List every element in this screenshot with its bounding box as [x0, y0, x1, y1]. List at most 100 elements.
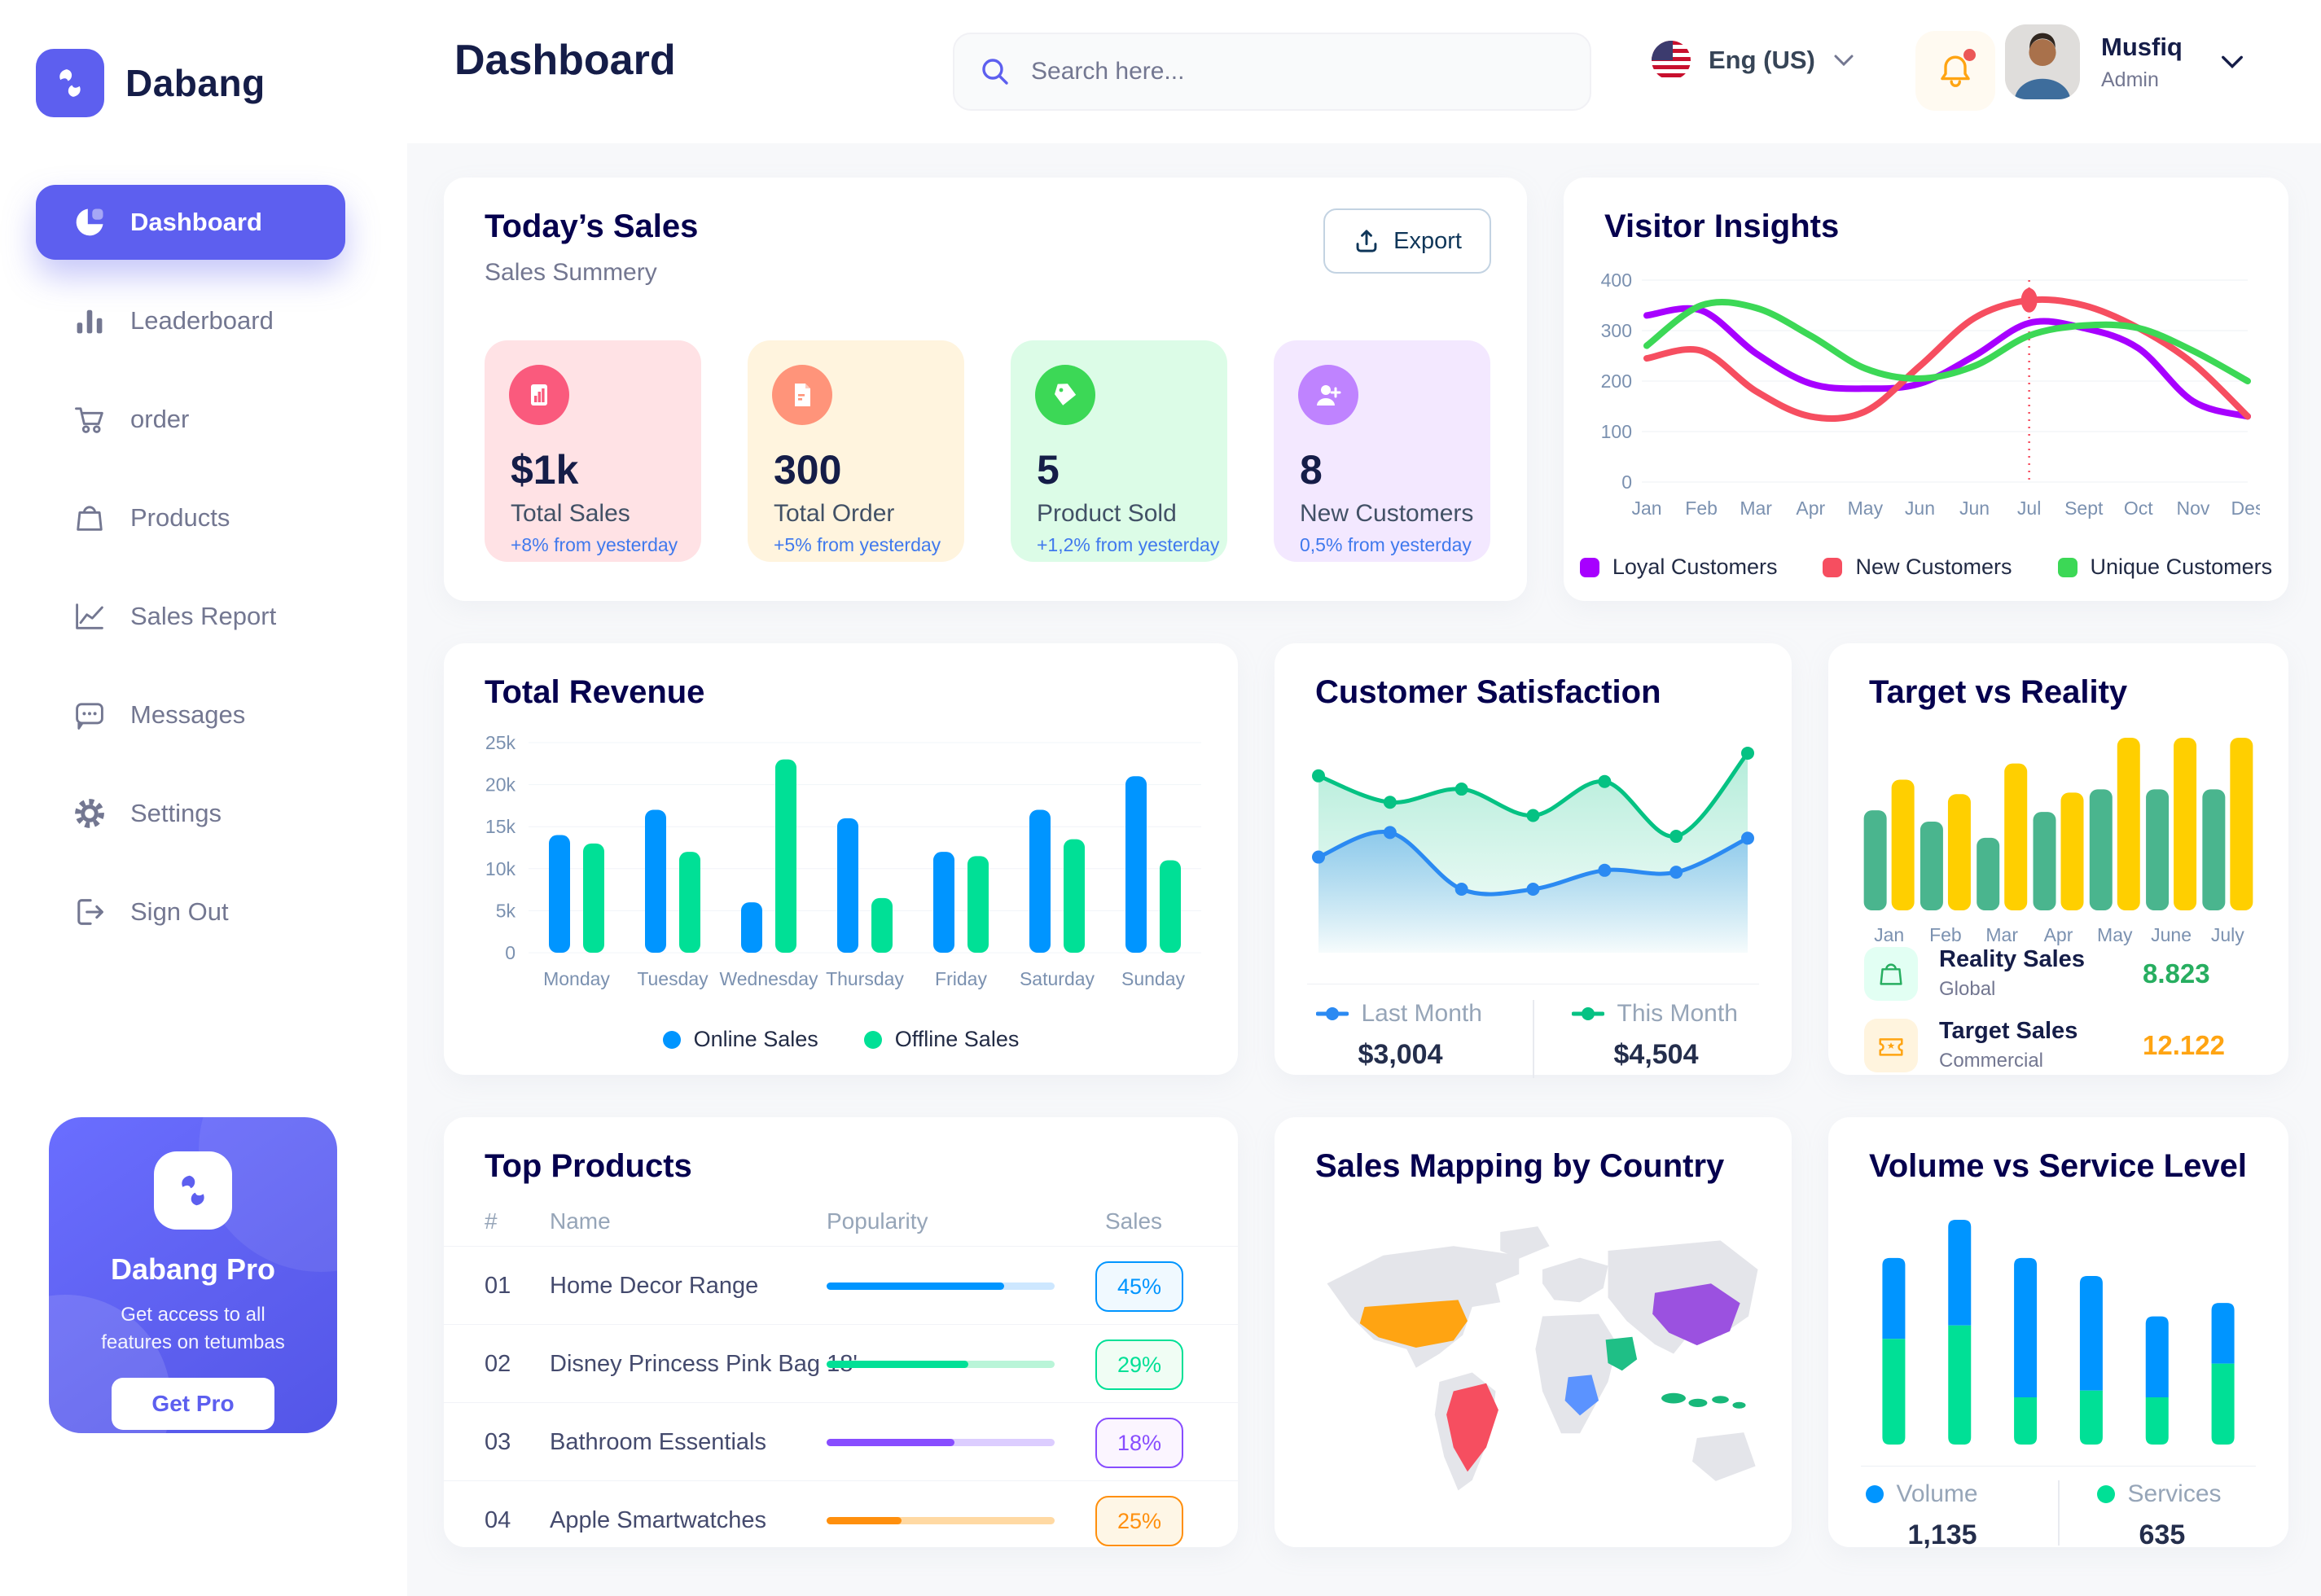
product-name: Bathroom Essentials: [550, 1429, 766, 1455]
search-icon: [982, 59, 1008, 85]
svg-text:400: 400: [1601, 270, 1632, 291]
total-revenue-legend: Online Sales Offline Sales: [444, 1027, 1238, 1052]
volume-vs-service-legend: Volume 1,135 Services 635: [1828, 1480, 2288, 1551]
sales-badge: 29%: [1095, 1340, 1183, 1390]
sales-badge: 18%: [1095, 1418, 1183, 1468]
sidebar-item-products[interactable]: Products: [36, 480, 345, 555]
export-label: Export: [1393, 227, 1462, 254]
metric-value: 5: [1037, 447, 1060, 493]
svg-text:Des: Des: [2231, 498, 2260, 519]
sidebar: Dabang Dashboard Leaderboard order Products…: [0, 0, 407, 1596]
legend-swatch: [1579, 557, 1599, 577]
sidebar-item-dashboard[interactable]: Dashboard: [36, 185, 345, 260]
sidebar-item-label: Messages: [130, 700, 246, 729]
metric-card-total-order: 300 Total Order +5% from yesterday: [748, 340, 964, 562]
export-icon: [1356, 230, 1377, 252]
popularity-fill: [827, 1439, 954, 1446]
svg-text:5k: 5k: [496, 900, 516, 921]
svg-text:Jan: Jan: [1874, 924, 1904, 945]
metric-card-new-customers: 8 New Customers 0,5% from yesterday: [1274, 340, 1490, 562]
legend-value: $4,504: [1613, 1039, 1699, 1070]
legend-item: Volume 1,135: [1865, 1480, 2020, 1551]
target-vs-reality-title: Target vs Reality: [1869, 674, 2128, 710]
sidebar-item-sign-out[interactable]: Sign Out: [36, 875, 345, 949]
metric-value: 8: [1300, 447, 1323, 493]
todays-sales-title: Today’s Sales: [485, 208, 699, 244]
svg-text:300: 300: [1601, 320, 1632, 341]
popularity-bar: [827, 1282, 1055, 1290]
user-role: Admin: [2101, 68, 2159, 91]
svg-text:June: June: [2151, 924, 2192, 945]
legend-item: Loyal Customers: [1579, 555, 1777, 580]
total-revenue-chart: 0 5k 10k 15k 20k 25k Monday Tuesday Wednesday Thu…: [485, 732, 1201, 989]
sidebar-nav: Dashboard Leaderboard order Products Sales R…: [36, 185, 345, 973]
legend-sublabel: Commercial: [1939, 1050, 2044, 1072]
language-selector[interactable]: Eng (US): [1652, 41, 1854, 80]
legend-item: Unique Customers: [2057, 555, 2272, 580]
col-header-popularity: Popularity: [827, 1208, 928, 1234]
table-row[interactable]: 02 Disney Princess Pink Bag 18' 29%: [444, 1324, 1238, 1403]
legend-dot: [863, 1030, 882, 1049]
customer-satisfaction-chart: [1312, 746, 1754, 953]
table-row[interactable]: 04 Apple Smartwatches 25%: [444, 1480, 1238, 1559]
sidebar-item-order[interactable]: order: [36, 382, 345, 457]
customer-satisfaction-card: Customer Satisfaction Last Month $3,004 Th…: [1275, 643, 1792, 1078]
top-products-title: Top Products: [485, 1148, 692, 1184]
todays-sales-card: Today’s Sales Sales Summery Export $1k To…: [444, 178, 1527, 601]
gear-icon: [72, 796, 107, 831]
customer-satisfaction-legend: Last Month $3,004 This Month $4,504: [1275, 1000, 1792, 1078]
popularity-bar: [827, 1439, 1055, 1446]
sidebar-item-messages[interactable]: Messages: [36, 677, 345, 752]
country-china: [1652, 1283, 1740, 1346]
legend-item: Services 635: [2096, 1480, 2252, 1551]
message-icon: [72, 697, 107, 733]
pro-description: Get access to all features on tetumbas: [101, 1304, 285, 1353]
legend-label: Services: [2127, 1480, 2222, 1507]
top-products-card: Top Products # Name Popularity Sales 01 H…: [444, 1117, 1238, 1547]
svg-text:Jul: Jul: [2017, 498, 2041, 519]
user-profile[interactable]: Musfiq Admin: [2005, 24, 2244, 99]
topbar: Dashboard Eng (US) Musfiq Admin: [407, 0, 2321, 143]
legend-label: Offline Sales: [894, 1027, 1020, 1051]
user-meta: Musfiq Admin: [2101, 33, 2183, 92]
product-rank: 04: [485, 1507, 511, 1533]
svg-text:10k: 10k: [485, 858, 516, 879]
page-title: Dashboard: [454, 37, 676, 84]
legend-swatch: [2057, 557, 2077, 577]
svg-text:July: July: [2211, 924, 2244, 945]
todays-sales-subtitle: Sales Summery: [485, 259, 657, 286]
sidebar-item-label: Sign Out: [130, 897, 229, 926]
ticket-icon: [1864, 1018, 1918, 1072]
sidebar-item-leaderboard[interactable]: Leaderboard: [36, 283, 345, 358]
stats-icon: [509, 365, 569, 425]
svg-text:Feb: Feb: [1929, 924, 1962, 945]
total-revenue-card: Total Revenue 0 5k 10k 15k 20k 25k Monday Tuesd…: [444, 643, 1238, 1075]
legend-swatch: [1823, 557, 1843, 577]
table-row[interactable]: 01 Home Decor Range 45%: [444, 1246, 1238, 1325]
customer-satisfaction-title: Customer Satisfaction: [1315, 674, 1661, 710]
bar-chart-icon: [72, 303, 107, 339]
metric-card-total-sales: $1k Total Sales +8% from yesterday: [485, 340, 701, 562]
search-input[interactable]: [1029, 33, 1590, 110]
sidebar-item-sales-report[interactable]: Sales Report: [36, 579, 345, 654]
popularity-fill: [827, 1361, 968, 1368]
get-pro-button[interactable]: Get Pro: [112, 1378, 274, 1430]
country-saudi-arabia: [1605, 1336, 1638, 1371]
cart-icon: [72, 401, 107, 437]
total-revenue-title: Total Revenue: [485, 674, 705, 710]
volume-vs-service-title: Volume vs Service Level: [1869, 1148, 2247, 1184]
pie-chart-icon: [72, 204, 107, 240]
sidebar-item-label: Leaderboard: [130, 306, 274, 335]
product-rank: 02: [485, 1351, 511, 1377]
sidebar-item-settings[interactable]: Settings: [36, 776, 345, 851]
svg-text:0: 0: [505, 942, 516, 963]
legend-item: New Customers: [1823, 555, 2012, 580]
metric-change: +5% from yesterday: [774, 534, 941, 555]
notifications-button[interactable]: [1915, 31, 1995, 111]
svg-text:Apr: Apr: [2044, 924, 2073, 945]
popularity-bar: [827, 1517, 1055, 1524]
legend-item: Online Sales: [662, 1027, 818, 1052]
export-button[interactable]: Export: [1323, 208, 1491, 274]
table-row[interactable]: 03 Bathroom Essentials 18%: [444, 1402, 1238, 1481]
sales-mapping-card: Sales Mapping by Country: [1275, 1117, 1792, 1547]
